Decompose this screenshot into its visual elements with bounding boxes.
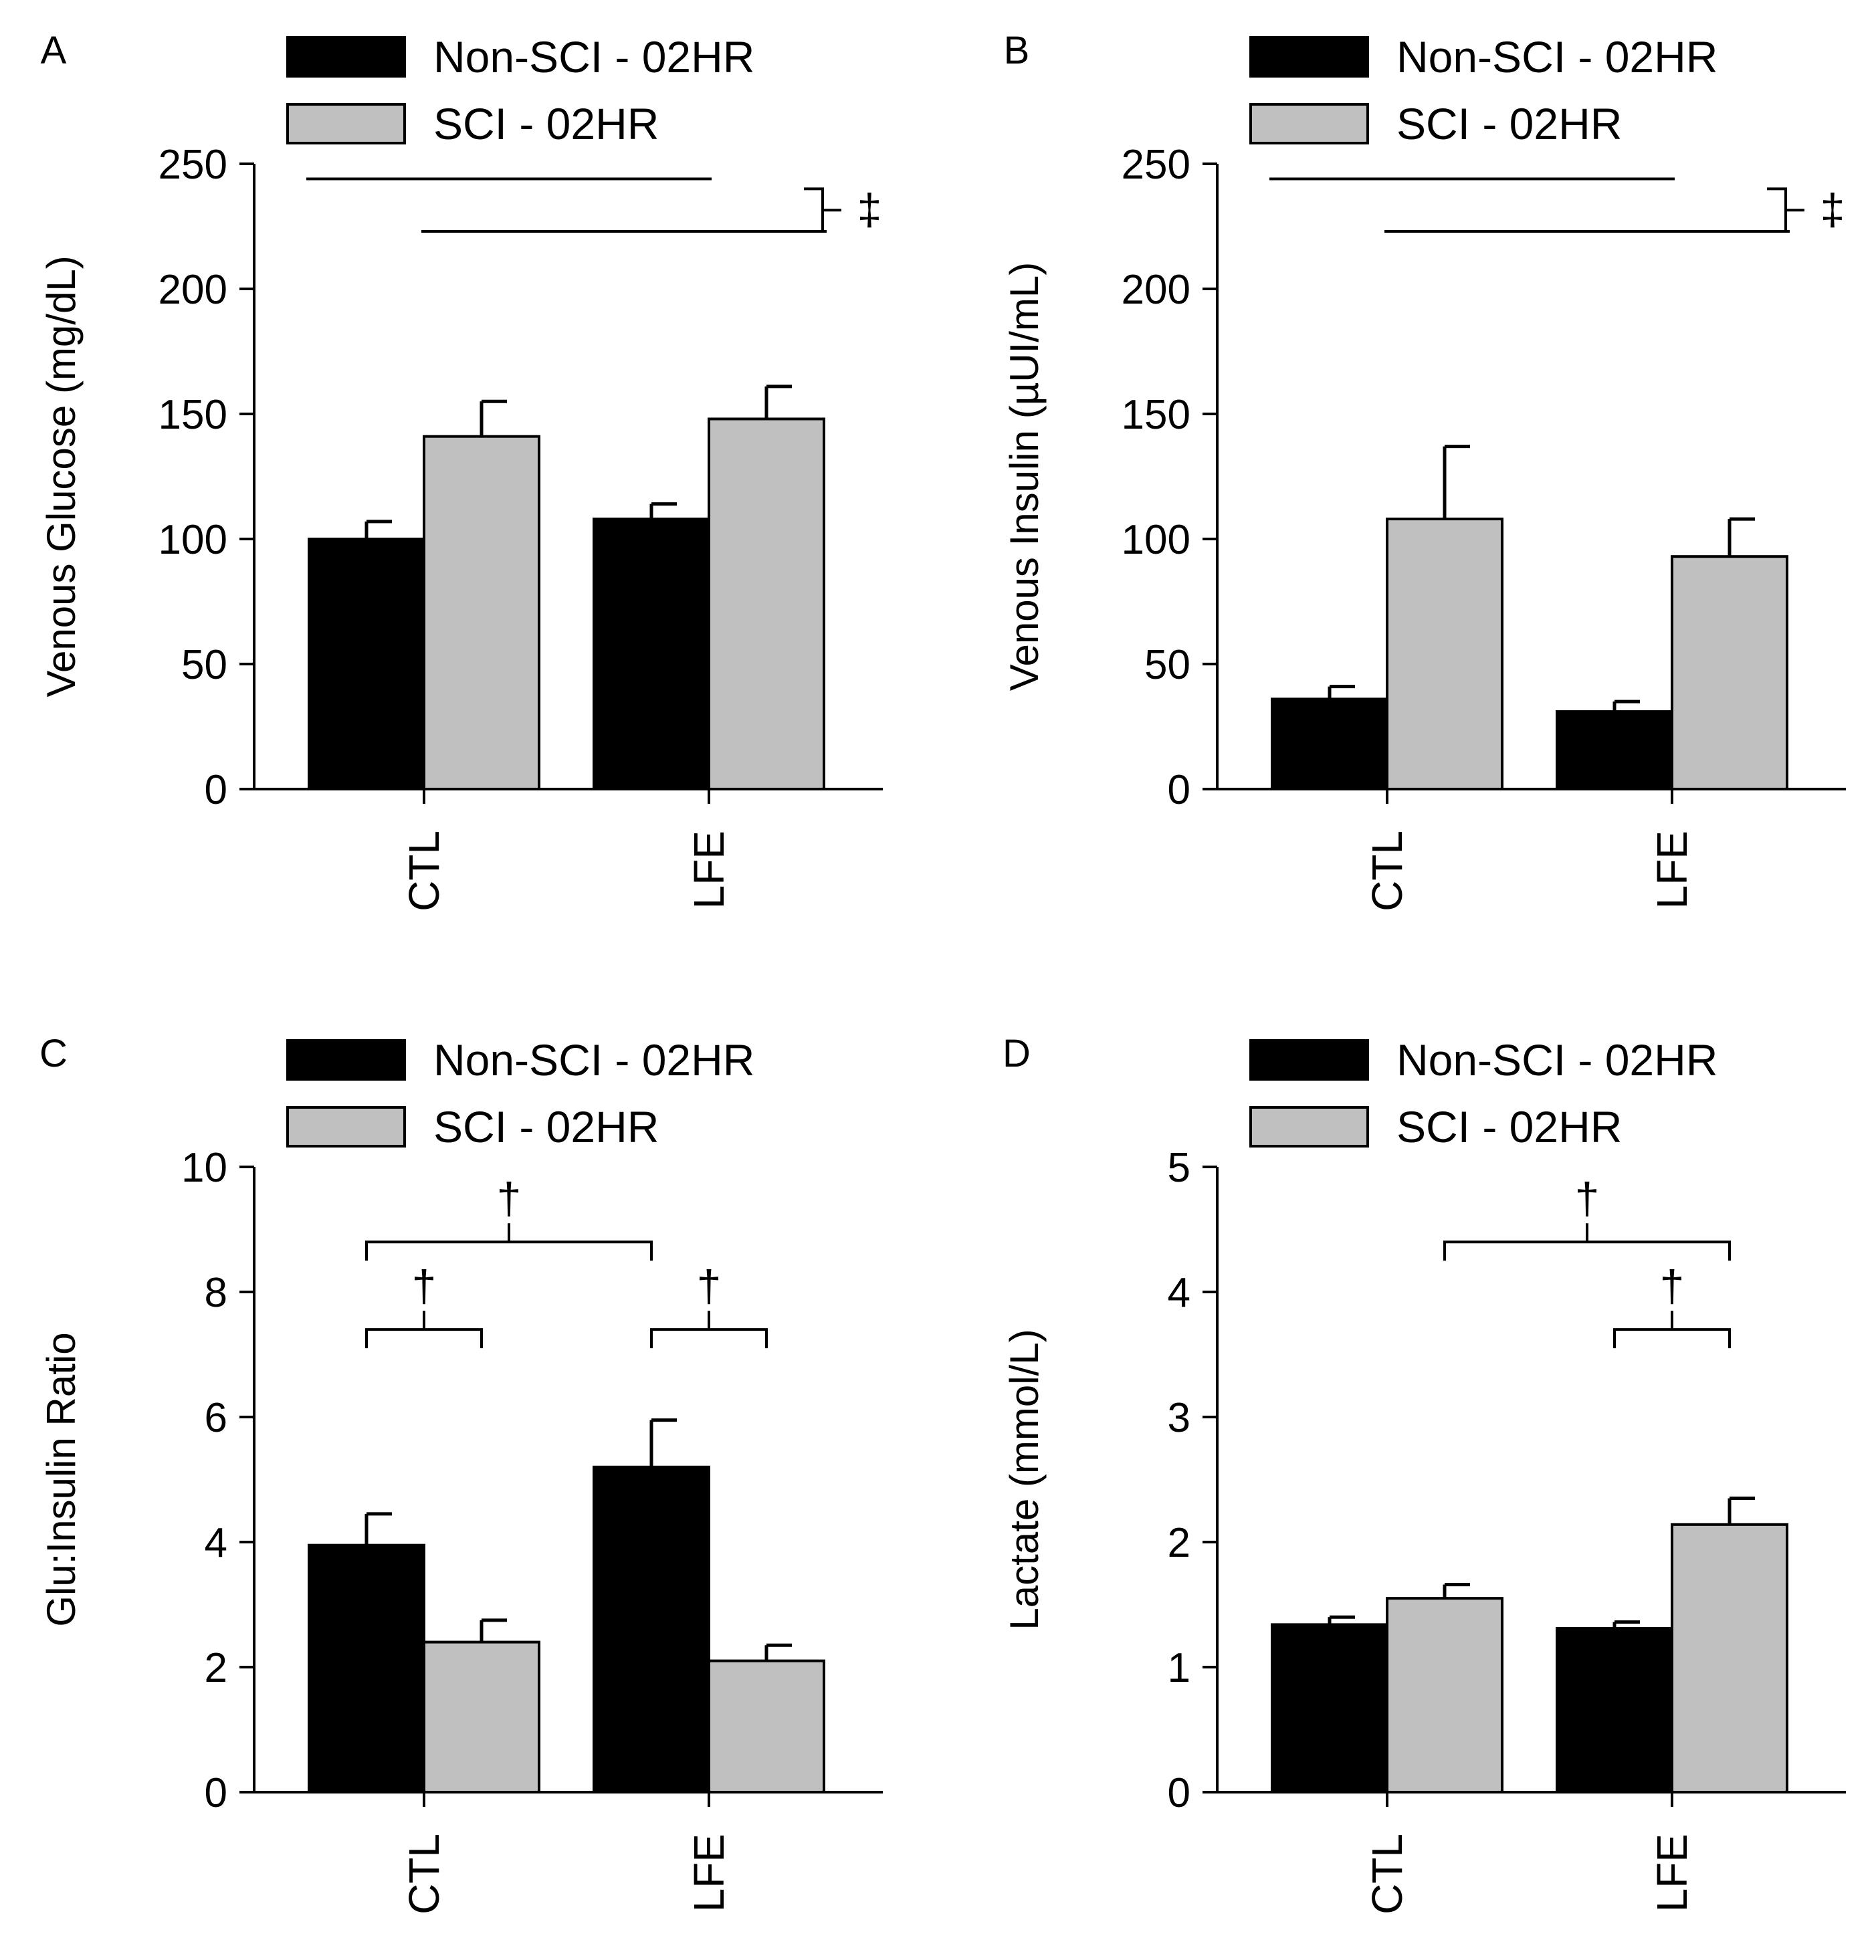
y-tick-label: 4 (1168, 1270, 1190, 1316)
bar-lfe-sci (1672, 556, 1787, 789)
y-tick-label: 100 (159, 517, 227, 563)
panel-label: D (1003, 1032, 1031, 1075)
x-tick-label-ctl: CTL (400, 1834, 448, 1915)
significance-bracket (1445, 1223, 1730, 1261)
legend-label-non-sci: Non-SCI - 02HR (1396, 1035, 1717, 1085)
legend-label-non-sci: Non-SCI - 02HR (433, 1035, 754, 1085)
figure: A Non-SCI - 02HRSCI - 02HRCTL LFE050100150… (0, 0, 1876, 1960)
bar-ctl-sci (1387, 1598, 1502, 1792)
bar-lfe-sci (1672, 1525, 1787, 1792)
y-tick-label: 2 (205, 1645, 227, 1691)
y-axis-label: Glu:Insulin Ratio (39, 1332, 84, 1626)
significance-bracket (367, 1223, 651, 1261)
bar-ctl-non-sci (309, 539, 424, 789)
bar-ctl-sci (424, 437, 539, 789)
y-tick-label: 50 (181, 642, 227, 688)
significance-marker: ‡ (857, 185, 882, 234)
y-tick-label: 2 (1168, 1520, 1190, 1566)
y-tick-label: 6 (205, 1395, 227, 1441)
bar-lfe-non-sci (594, 519, 709, 789)
y-tick-label: 250 (1122, 142, 1190, 188)
legend-swatch-non-sci (1251, 1041, 1368, 1079)
bar-ctl-non-sci (1272, 699, 1387, 789)
significance-bracket (367, 1311, 482, 1348)
y-tick-label: 200 (159, 267, 227, 313)
y-axis-label: Venous Insulin (µUI/mL) (1002, 262, 1047, 691)
panel-label: C (39, 1032, 68, 1075)
significance-marker: ‡ (1820, 185, 1845, 234)
significance-bracket (1614, 1311, 1730, 1348)
y-tick-label: 3 (1168, 1395, 1190, 1441)
x-tick-label-lfe: LFE (1648, 1834, 1696, 1912)
y-tick-label: 50 (1144, 642, 1190, 688)
y-tick-label: 0 (1168, 1770, 1190, 1816)
legend-swatch-sci (288, 104, 405, 143)
significance-marker: † (412, 1261, 437, 1311)
legend-swatch-non-sci (288, 1041, 405, 1079)
legend-label-sci: SCI - 02HR (1396, 1102, 1622, 1152)
legend-swatch-non-sci (1251, 37, 1368, 76)
y-axis-label: Lactate (mmol/L) (1002, 1329, 1047, 1630)
x-tick-label-lfe: LFE (685, 831, 733, 909)
legend-label-non-sci: Non-SCI - 02HR (1396, 32, 1717, 82)
bar-ctl-non-sci (309, 1545, 424, 1792)
significance-marker: † (697, 1261, 722, 1311)
bar-ctl-sci (1387, 519, 1502, 789)
y-tick-label: 8 (205, 1270, 227, 1316)
y-tick-label: 0 (1168, 767, 1190, 813)
y-tick-label: 5 (1168, 1145, 1190, 1191)
panel-label: A (41, 29, 67, 72)
bar-lfe-non-sci (1557, 712, 1672, 789)
legend-label-non-sci: Non-SCI - 02HR (433, 32, 754, 82)
panel-c: C Non-SCI - 02HR SCI - 02HR CTL LFE 0 2 4 6 8 10 Gl… (39, 1032, 883, 1915)
significance-bracket (804, 189, 841, 231)
significance-bracket (651, 1311, 766, 1348)
bar-ctl-non-sci (1272, 1624, 1387, 1792)
legend-swatch-non-sci (288, 37, 405, 76)
panel-label: B (1004, 29, 1030, 72)
y-axis-label: Venous Glucose (mg/dL) (39, 255, 84, 697)
bar-ctl-sci (424, 1642, 539, 1792)
y-tick-label: 1 (1168, 1645, 1190, 1691)
legend-swatch-sci (1251, 104, 1368, 143)
bar-lfe-sci (709, 1661, 824, 1792)
y-tick-label: 4 (205, 1520, 227, 1566)
x-tick-label-lfe: LFE (1648, 831, 1696, 909)
y-tick-label: 250 (159, 142, 227, 188)
y-tick-label: 100 (1122, 517, 1190, 563)
y-tick-label: 0 (205, 1770, 227, 1816)
panel-d: D Non-SCI - 02HR SCI - 02HR CTL LFE 0 1 2 3 4 5 Lac… (1002, 1032, 1846, 1915)
significance-bracket (1767, 189, 1804, 231)
x-tick-label-ctl: CTL (1363, 1834, 1411, 1915)
y-tick-label: 150 (159, 392, 227, 438)
x-tick-label-ctl: CTL (1363, 831, 1411, 911)
panel-b: B Non-SCI - 02HR SCI - 02HR CTL LFE 0 50 100 150… (1002, 29, 1846, 911)
y-tick-label: 150 (1122, 392, 1190, 438)
bar-lfe-sci (709, 419, 824, 789)
bar-lfe-non-sci (594, 1467, 709, 1792)
x-tick-label-ctl: CTL (400, 831, 448, 911)
significance-marker: † (1575, 1174, 1600, 1223)
significance-marker: † (497, 1174, 522, 1223)
legend-label-sci: SCI - 02HR (1396, 99, 1622, 148)
panel-a: A Non-SCI - 02HR SCI - 02HR CTL LFE 0 50 100 150… (39, 29, 883, 911)
y-tick-label: 200 (1122, 267, 1190, 313)
legend-label-sci: SCI - 02HR (433, 99, 659, 148)
bar-lfe-non-sci (1557, 1628, 1672, 1792)
legend-label-sci: SCI - 02HR (433, 1102, 659, 1152)
y-tick-label: 10 (181, 1145, 227, 1191)
y-tick-label: 0 (205, 767, 227, 813)
significance-marker: † (1660, 1261, 1685, 1311)
legend-swatch-sci (288, 1107, 405, 1146)
legend-swatch-sci (1251, 1107, 1368, 1146)
x-tick-label-lfe: LFE (685, 1834, 733, 1912)
